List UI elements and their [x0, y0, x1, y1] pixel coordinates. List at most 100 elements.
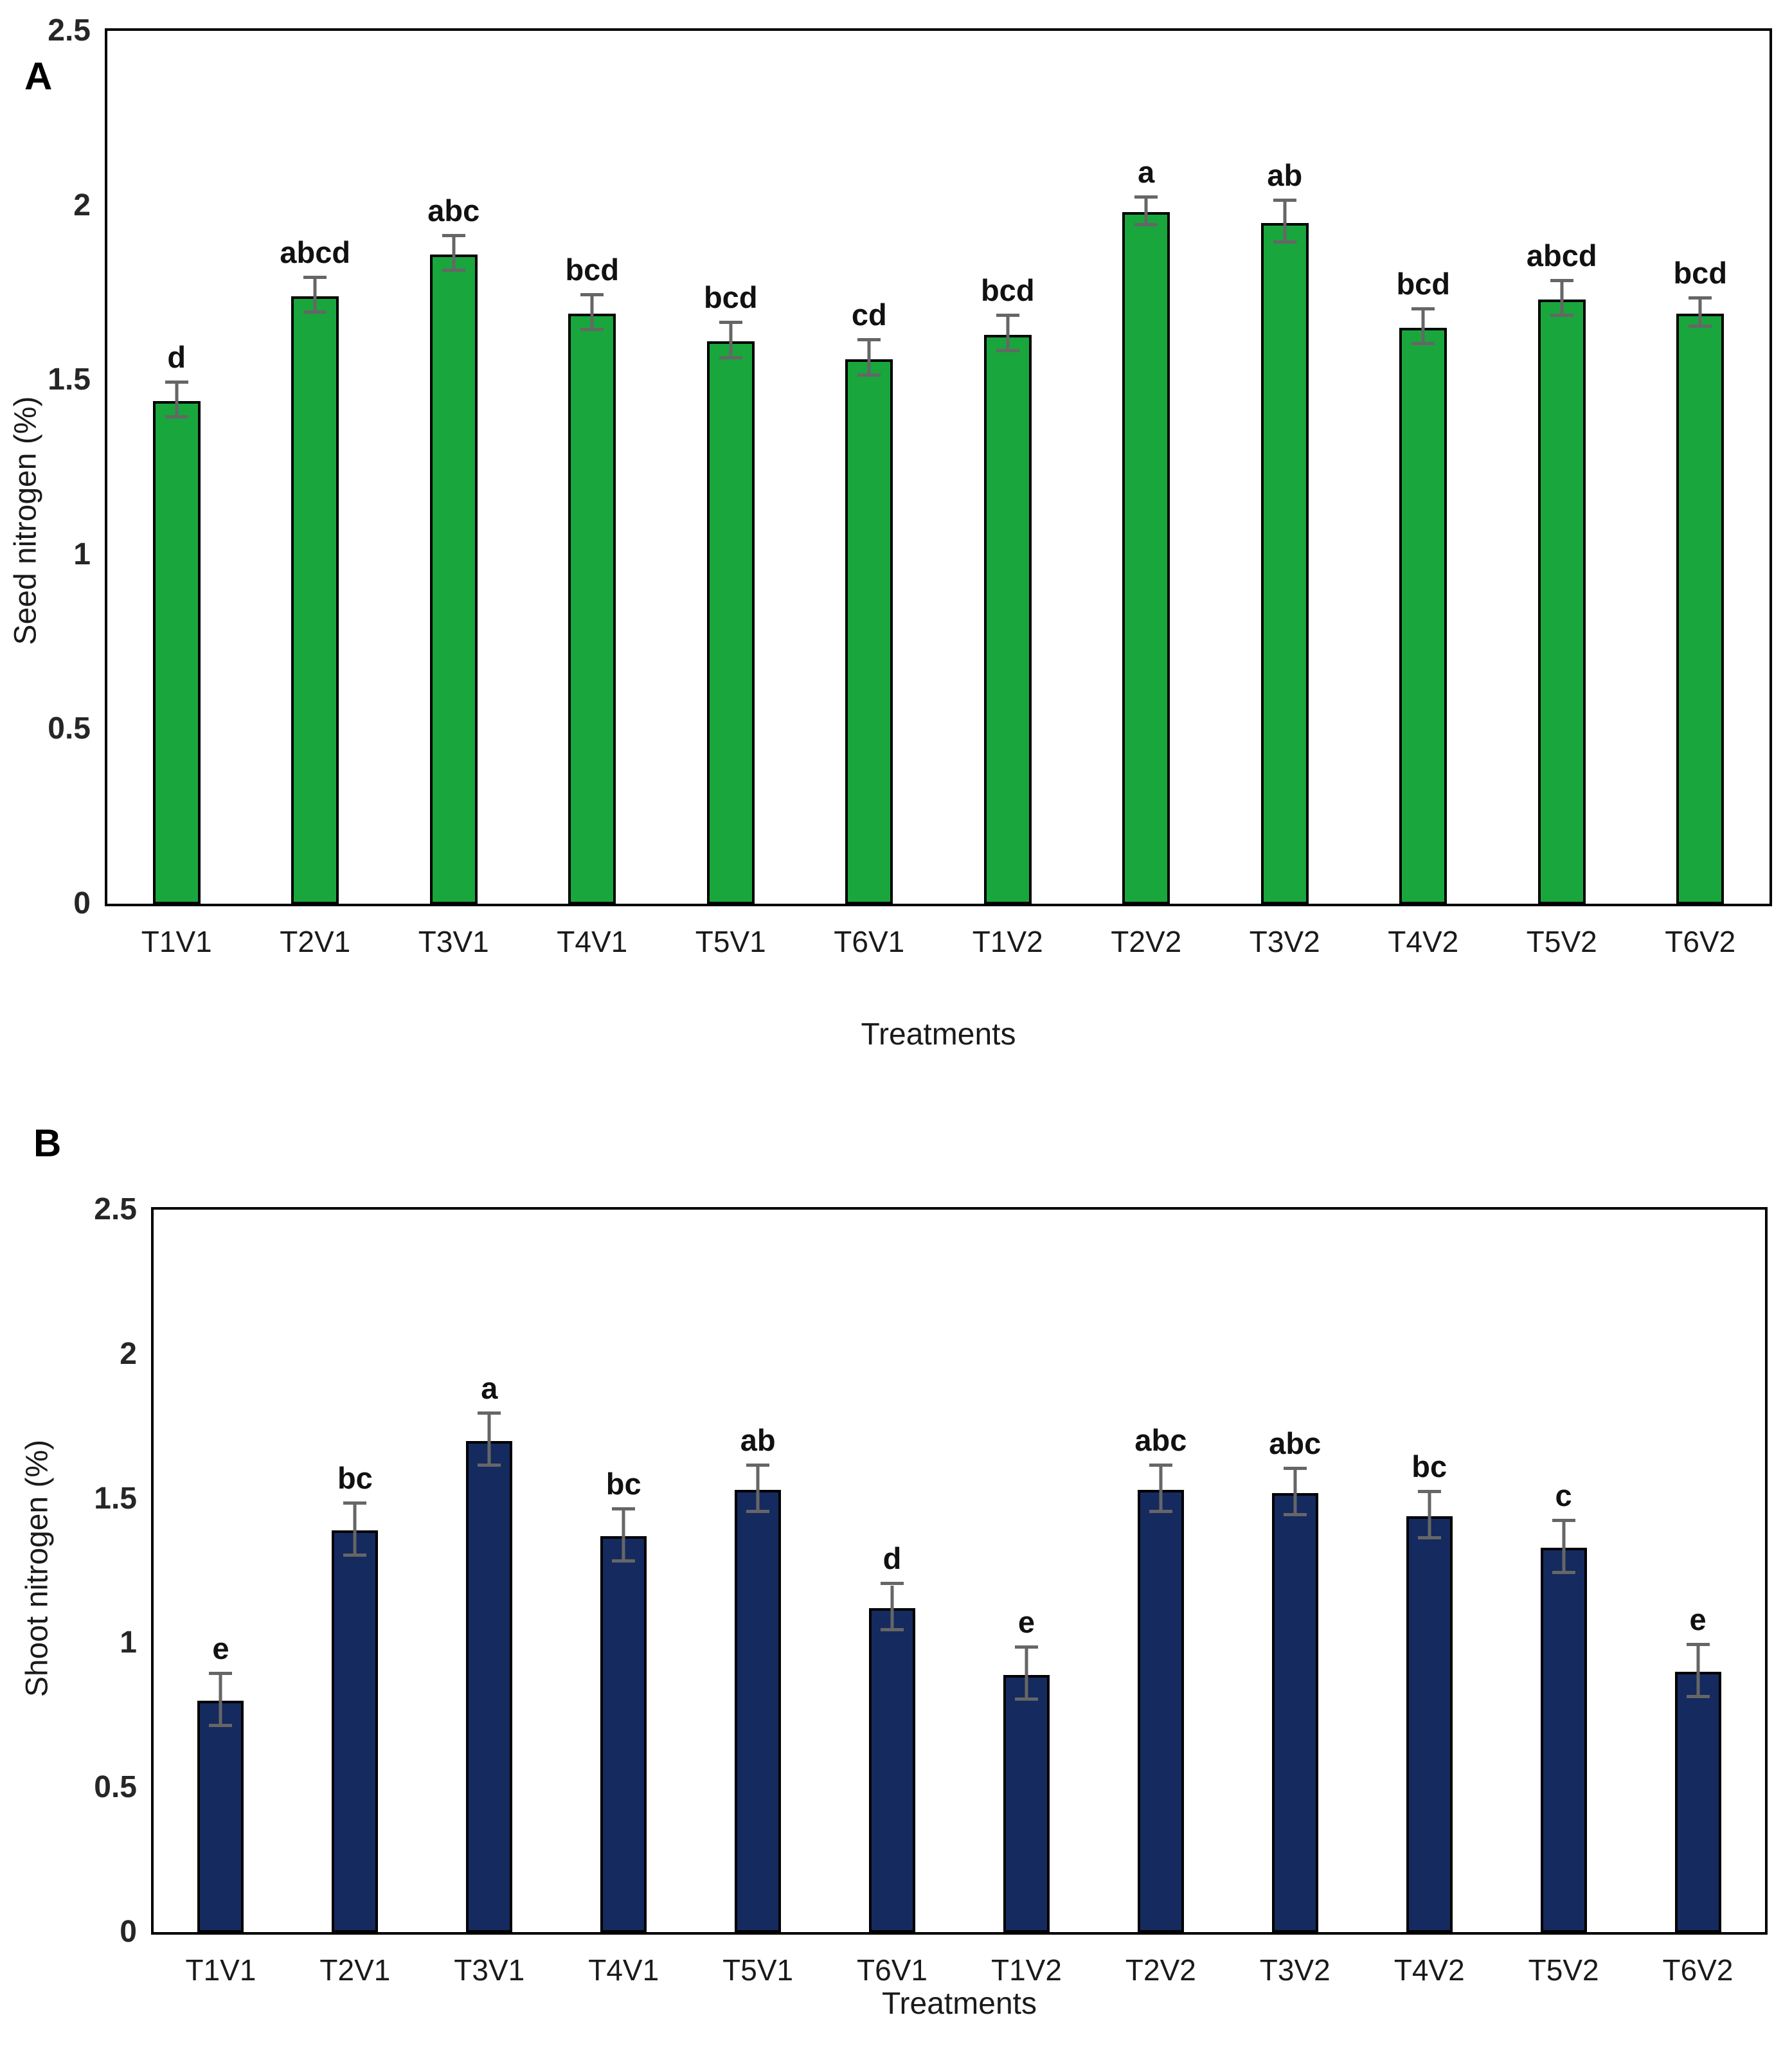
error-bar-bottom-cap: [343, 1553, 367, 1557]
x-category-label: T5V2: [1528, 1953, 1599, 1987]
significance-letter: d: [167, 339, 186, 374]
x-category-label: T1V2: [990, 1953, 1062, 1987]
bar-t3v2: [1260, 222, 1309, 904]
error-bar: [1159, 1467, 1163, 1514]
x-category-label: T4V2: [1388, 925, 1459, 958]
error-bar: [313, 278, 317, 314]
error-bar-top-cap: [1149, 1464, 1172, 1467]
bar-t4v2: [1399, 327, 1447, 904]
error-bar-bottom-cap: [746, 1510, 770, 1514]
bar-t3v1: [466, 1440, 513, 1932]
error-bar: [590, 296, 594, 332]
error-bar-top-cap: [1283, 1466, 1307, 1470]
error-bar-bottom-cap: [996, 348, 1019, 352]
significance-letter: abcd: [1526, 238, 1597, 273]
bar-t2v1: [291, 296, 339, 904]
error-bar-bottom-cap: [303, 310, 327, 314]
x-category-label: T2V1: [319, 1953, 391, 1987]
error-bar-bottom-cap: [580, 328, 604, 332]
error-bar-top-cap: [1417, 1489, 1441, 1493]
y-tick-label: 2: [73, 188, 91, 222]
significance-letter: bcd: [980, 273, 1035, 308]
error-bar: [1144, 198, 1148, 227]
error-bar: [1421, 310, 1425, 345]
error-bar-top-cap: [478, 1411, 501, 1415]
x-category-label: T1V1: [141, 925, 212, 958]
x-category-label: T4V1: [557, 925, 628, 958]
bar-t5v1: [735, 1490, 782, 1932]
bar-t2v2: [1122, 212, 1170, 904]
error-bar: [452, 237, 456, 272]
error-bar-top-cap: [442, 233, 465, 237]
y-tick-label: 0: [73, 886, 91, 920]
error-bar: [175, 383, 179, 418]
error-bar-top-cap: [996, 314, 1019, 318]
significance-letter: e: [212, 1631, 229, 1665]
error-bar-bottom-cap: [1273, 240, 1296, 244]
error-bar-bottom-cap: [442, 268, 465, 272]
x-category-label: T5V2: [1526, 925, 1597, 958]
error-bar: [1006, 317, 1010, 352]
significance-letter: bcd: [703, 280, 758, 315]
error-bar-bottom-cap: [1149, 1510, 1172, 1514]
error-bar-bottom-cap: [1552, 1570, 1575, 1574]
error-bar-top-cap: [303, 275, 327, 279]
error-bar-top-cap: [165, 380, 188, 384]
x-category-label: T6V2: [1662, 1953, 1734, 1987]
y-tick-label: 1: [73, 537, 91, 571]
error-bar: [756, 1467, 760, 1514]
error-bar: [890, 1585, 894, 1632]
error-bar: [622, 1510, 625, 1563]
bar-t1v1: [197, 1701, 244, 1932]
error-bar-bottom-cap: [209, 1723, 233, 1727]
error-bar: [1560, 282, 1564, 318]
y-tick-label: 2: [120, 1336, 137, 1371]
error-bar-bottom-cap: [857, 373, 881, 377]
error-bar: [867, 341, 871, 377]
error-bar-top-cap: [881, 1582, 904, 1586]
bar-t4v1: [600, 1536, 647, 1932]
bar-t6v1: [845, 359, 893, 904]
error-bar: [729, 324, 733, 359]
bar-t6v1: [869, 1608, 916, 1932]
error-bar-bottom-cap: [719, 355, 742, 359]
significance-letter: e: [1017, 1605, 1035, 1640]
significance-letter: cd: [851, 298, 887, 332]
error-bar-bottom-cap: [1550, 314, 1573, 318]
error-bar-top-cap: [746, 1464, 770, 1467]
bar-t3v2: [1271, 1492, 1318, 1932]
error-bar-top-cap: [719, 321, 742, 325]
y-tick-label: 1.5: [94, 1481, 137, 1516]
panel-b-y-axis-title: Shoot nitrogen (%): [20, 1439, 55, 1697]
panel-b-plot-area: 0 0.5 1 1.5 2 2.5 e T1V1 bc T2V1 a T3V1 bc T4V1 ab T5V1…: [94, 1194, 1768, 1985]
error-bar: [487, 1415, 491, 1467]
panel-a-x-axis-title: Treatments: [861, 1017, 1016, 1052]
bar-t5v2: [1537, 300, 1586, 904]
error-bar: [1293, 1469, 1297, 1516]
significance-letter: ab: [740, 1423, 776, 1458]
bar-t1v1: [152, 400, 201, 904]
bar-t4v2: [1406, 1516, 1453, 1932]
significance-letter: abcd: [280, 235, 351, 269]
significance-letter: ab: [1267, 158, 1303, 193]
significance-letter: bcd: [1396, 266, 1451, 301]
significance-letter: abc: [1269, 1426, 1322, 1460]
error-bar-bottom-cap: [1134, 223, 1158, 227]
bar-t6v2: [1674, 1672, 1721, 1932]
x-category-label: T4V2: [1393, 1953, 1465, 1987]
error-bar-bottom-cap: [1411, 341, 1435, 345]
significance-letter: bc: [605, 1466, 641, 1501]
bar-t5v2: [1540, 1548, 1587, 1932]
error-bar-top-cap: [1134, 195, 1158, 199]
y-tick-label: 1.5: [48, 363, 91, 397]
x-category-label: T3V1: [418, 925, 489, 958]
error-bar: [1696, 1645, 1700, 1698]
y-tick-label: 2.5: [48, 13, 91, 48]
x-category-label: T2V1: [280, 925, 351, 958]
error-bar-top-cap: [612, 1507, 636, 1510]
error-bar-top-cap: [343, 1501, 367, 1505]
bar-t1v2: [1003, 1674, 1050, 1932]
error-bar-top-cap: [209, 1671, 233, 1675]
error-bar-top-cap: [1552, 1518, 1575, 1522]
